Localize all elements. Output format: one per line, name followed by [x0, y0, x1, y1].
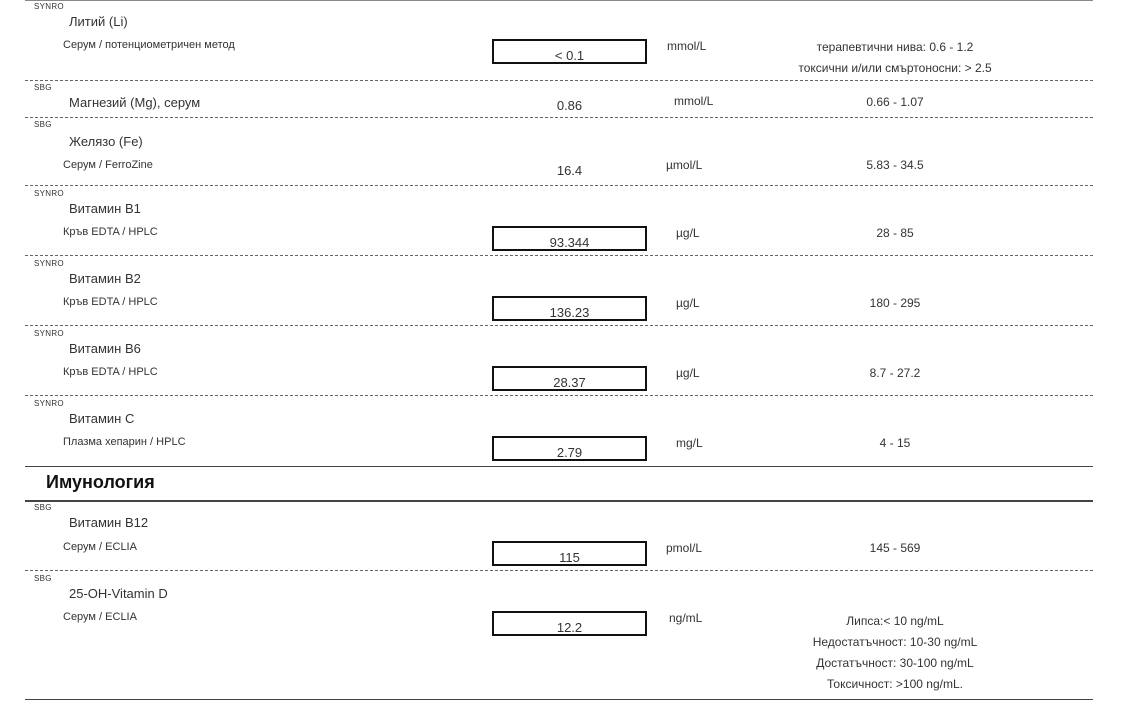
result-value-box: 2.79: [492, 436, 647, 461]
reference-range: терапевтични нива: 0.6 - 1.2: [816, 40, 974, 54]
unit: mmol/L: [674, 94, 714, 108]
test-name: Литий (Li): [69, 14, 128, 29]
result-value: 0.86: [556, 98, 583, 113]
test-method: Кръв EDTA / HPLC: [63, 366, 158, 378]
reference-range-toxicity: Токсичност: >100 ng/mL.: [827, 677, 963, 691]
dashed-separator: [25, 395, 1093, 396]
bottom-rule: [25, 699, 1093, 700]
result-value-box: 93.344: [492, 226, 647, 251]
test-method: Серум / FerroZine: [63, 159, 153, 171]
unit: µg/L: [676, 296, 700, 310]
reference-range: 180 - 295: [869, 296, 921, 310]
test-name: Витамин B2: [69, 271, 141, 286]
result-value-box: 12.2: [492, 611, 647, 636]
reference-range: 5.83 - 34.5: [866, 158, 924, 172]
lab-code: SBG: [34, 120, 52, 129]
test-name: Витамин B6: [69, 341, 141, 356]
dashed-separator: [25, 570, 1093, 571]
test-name: Магнезий (Mg), серум: [69, 95, 201, 110]
result-value-box: 136.23: [492, 296, 647, 321]
test-name: 25-OH-Vitamin D: [69, 586, 168, 601]
test-method: Серум / ECLIA: [63, 541, 137, 553]
lab-code: SBG: [34, 503, 52, 512]
unit: µg/L: [676, 226, 700, 240]
lab-code: SYNRO: [34, 2, 64, 11]
lab-code: SBG: [34, 574, 52, 583]
result-value-box: 28.37: [492, 366, 647, 391]
section-heading-rule: [25, 500, 1093, 502]
reference-range-insufficiency: Недостатъчност: 10-30 ng/mL: [812, 635, 978, 649]
reference-range-sufficiency: Достатъчност: 30-100 ng/mL: [816, 656, 974, 670]
reference-range: 145 - 569: [869, 541, 921, 555]
reference-range: 28 - 85: [876, 226, 914, 240]
test-method: Кръв EDTA / HPLC: [63, 226, 158, 238]
lab-code: SBG: [34, 83, 52, 92]
lab-code: SYNRO: [34, 399, 64, 408]
unit: pmol/L: [666, 541, 703, 555]
lab-code: SYNRO: [34, 259, 64, 268]
dashed-separator: [25, 325, 1093, 326]
reference-range-toxic: токсични и/или смъртоносни: > 2.5: [798, 61, 992, 75]
dashed-separator: [25, 255, 1093, 256]
test-name: Витамин B1: [69, 201, 141, 216]
reference-range: 4 - 15: [879, 436, 911, 450]
test-name: Витамин B12: [69, 515, 149, 530]
section-title-immunology: Имунология: [46, 472, 155, 492]
section-separator: [25, 466, 1093, 467]
reference-range: 0.66 - 1.07: [866, 95, 924, 109]
unit: mg/L: [676, 436, 703, 450]
unit: ng/mL: [669, 611, 703, 625]
top-rule: [25, 0, 1093, 1]
lab-code: SYNRO: [34, 329, 64, 338]
unit: mmol/L: [667, 39, 707, 53]
unit: µmol/L: [666, 158, 703, 172]
reference-range: 8.7 - 27.2: [869, 366, 921, 380]
result-value: 16.4: [556, 163, 583, 178]
result-value-box: < 0.1: [492, 39, 647, 64]
test-method: Серум / ECLIA: [63, 611, 137, 623]
test-method: Серум / потенциометричен метод: [63, 39, 235, 51]
result-value-box: 115: [492, 541, 647, 566]
test-name: Желязо (Fe): [69, 134, 143, 149]
lab-code: SYNRO: [34, 189, 64, 198]
test-method: Плазма хепарин / HPLC: [63, 436, 186, 448]
test-name: Витамин C: [69, 411, 135, 426]
dashed-separator: [25, 117, 1093, 118]
test-method: Кръв EDTA / HPLC: [63, 296, 158, 308]
reference-range-deficiency: Липса:< 10 ng/mL: [846, 614, 944, 628]
dashed-separator: [25, 185, 1093, 186]
dashed-separator: [25, 80, 1093, 81]
unit: µg/L: [676, 366, 700, 380]
